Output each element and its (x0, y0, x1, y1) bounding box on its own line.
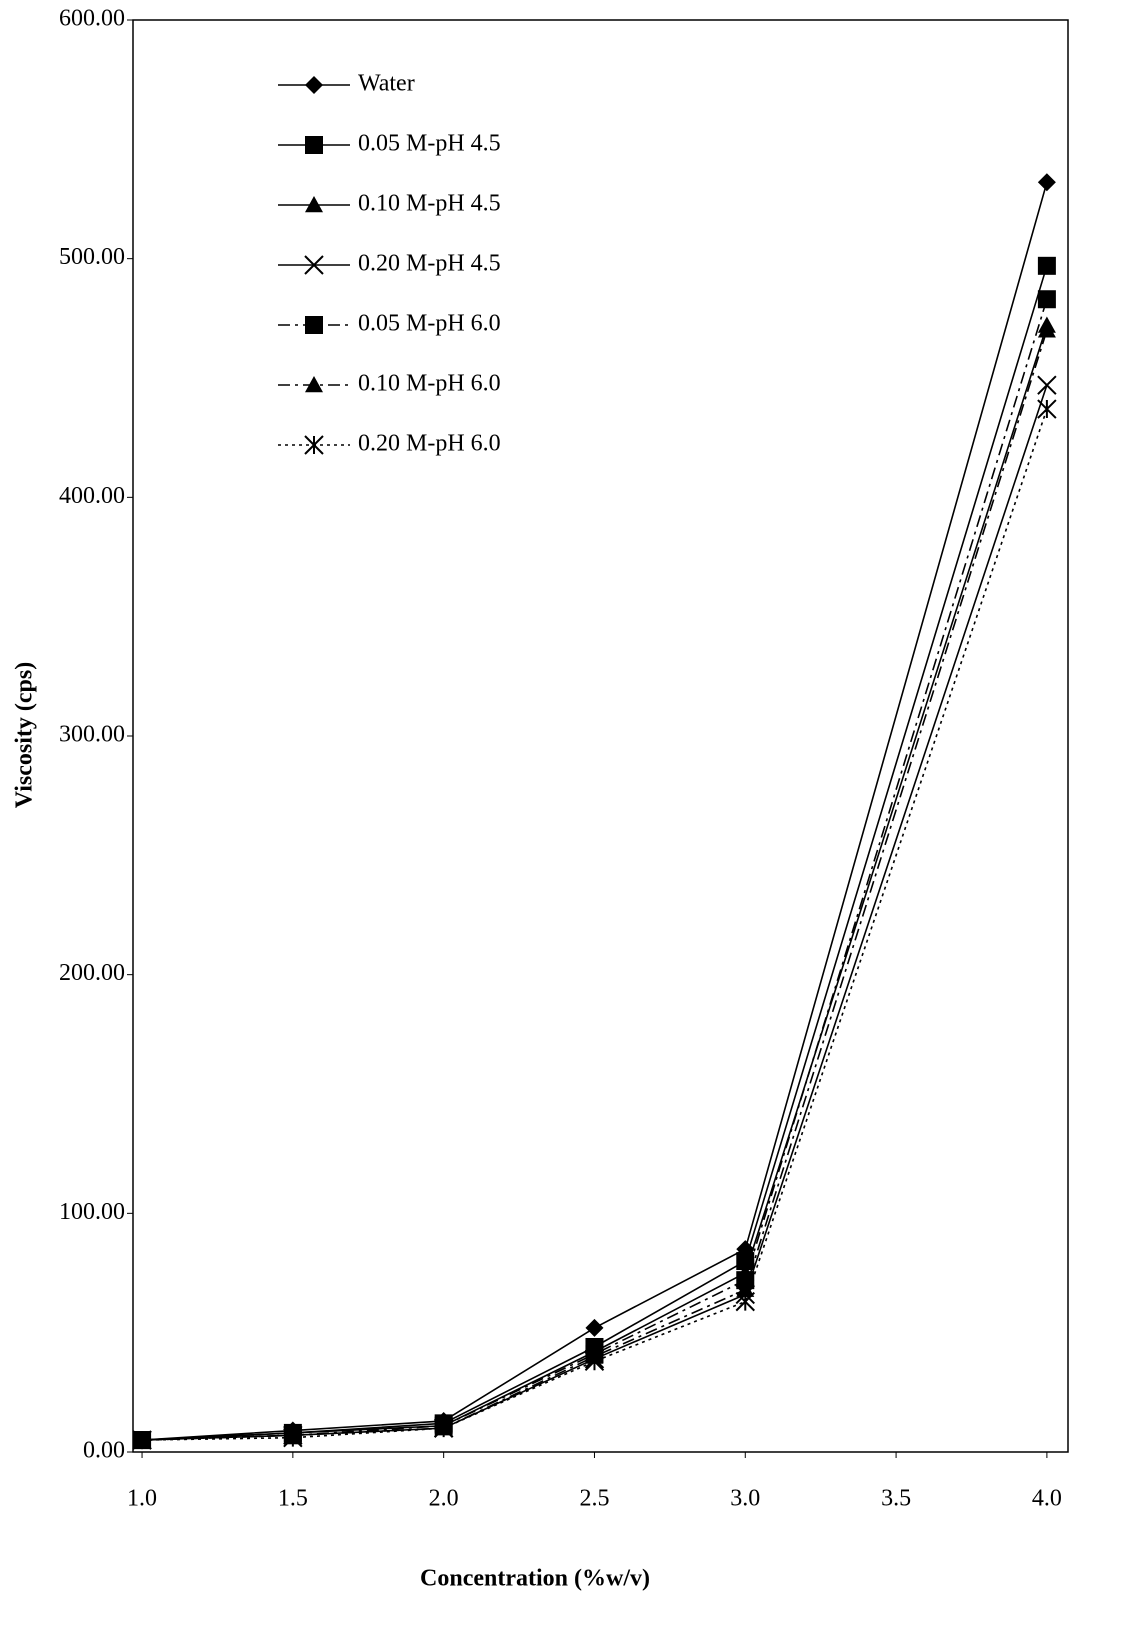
legend-marker (304, 435, 324, 455)
y-tick-label: 600.00 (59, 6, 125, 32)
legend-marker (305, 136, 323, 154)
y-tick-label: 200.00 (59, 960, 125, 986)
y-tick-label: 400.00 (59, 483, 125, 509)
series-line (142, 330, 1048, 1441)
legend-label: 0.10 M-pH 4.5 (358, 191, 501, 217)
marker (132, 1430, 152, 1450)
marker (585, 1318, 604, 1337)
y-tick-label: 100.00 (59, 1199, 125, 1225)
x-tick-label: 2.5 (579, 1486, 609, 1512)
series-line (142, 408, 1048, 1441)
series-line (142, 299, 1048, 1441)
marker (283, 1427, 303, 1448)
legend-marker (305, 196, 323, 213)
series-line (142, 384, 1048, 1441)
legend-label: 0.05 M-pH 6.0 (358, 311, 501, 337)
x-tick-label: 3.5 (881, 1486, 911, 1512)
legend-label: 0.10 M-pH 6.0 (358, 371, 501, 397)
marker (735, 1291, 755, 1312)
y-tick-label: 500.00 (59, 244, 125, 270)
x-axis-title: Concentration (%w/v) (420, 1566, 650, 1592)
legend-label: 0.20 M-pH 4.5 (358, 251, 501, 277)
marker (1037, 173, 1056, 192)
legend-marker (305, 316, 323, 334)
x-tick-label: 3.0 (730, 1486, 760, 1512)
marker (1037, 290, 1056, 309)
y-tick-label: 0.00 (83, 1438, 125, 1464)
legend-label: Water (358, 71, 415, 97)
series-line (142, 325, 1048, 1441)
y-tick-label: 300.00 (59, 722, 125, 748)
marker (1037, 321, 1056, 338)
marker (736, 1271, 755, 1290)
x-tick-label: 1.5 (278, 1486, 308, 1512)
legend-marker (304, 255, 324, 275)
marker (433, 1418, 454, 1438)
legend-label: 0.05 M-pH 4.5 (358, 131, 501, 157)
marker (1037, 399, 1057, 419)
x-tick-label: 2.0 (429, 1486, 459, 1512)
legend-marker (305, 76, 323, 94)
y-axis-title: Viscosity (cps) (12, 662, 38, 808)
legend-marker (305, 376, 323, 393)
series-line (141, 182, 1048, 1441)
marker (584, 1351, 605, 1372)
legend-label: 0.20 M-pH 6.0 (358, 431, 501, 457)
marker (1037, 375, 1057, 395)
x-tick-label: 4.0 (1032, 1486, 1062, 1512)
series-line (142, 265, 1048, 1441)
plot-frame (132, 19, 1069, 1453)
marker (736, 1280, 755, 1297)
marker (1037, 256, 1056, 275)
x-tick-label: 1.0 (127, 1486, 157, 1512)
